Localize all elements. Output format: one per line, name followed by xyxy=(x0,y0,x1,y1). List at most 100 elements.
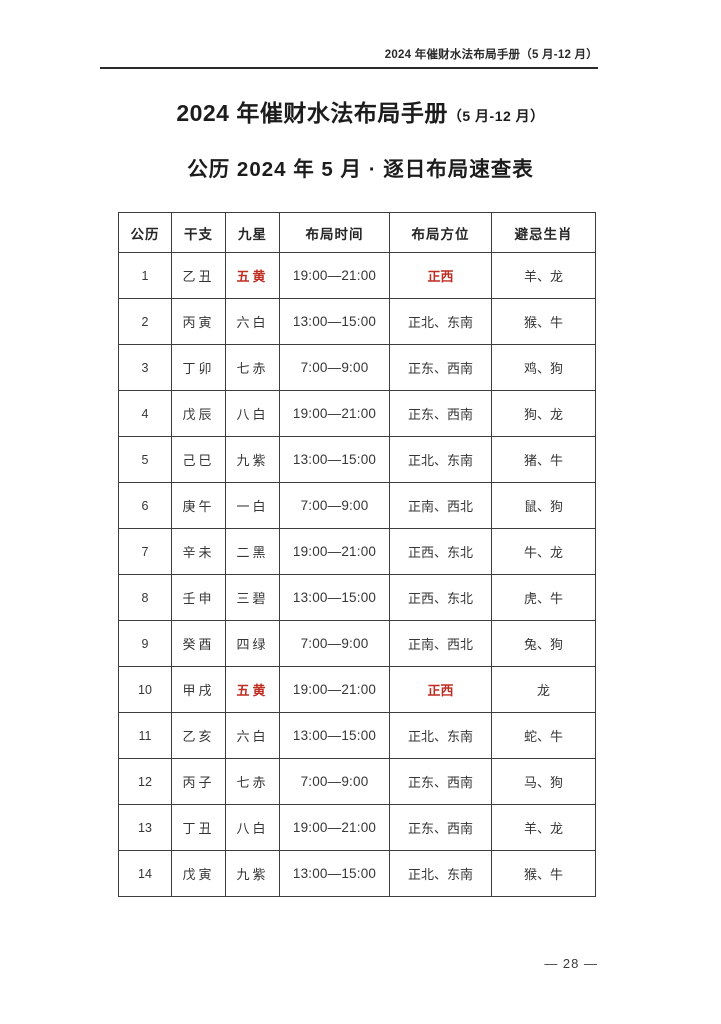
cell-date: 12 xyxy=(118,758,172,805)
cell-ganzhi: 乙丑 xyxy=(171,252,226,299)
cell-ganzhi: 庚午 xyxy=(171,482,226,529)
cell-ganzhi: 乙亥 xyxy=(171,712,226,759)
cell-zodiac: 鼠、狗 xyxy=(491,482,596,529)
cell-time: 7:00—9:00 xyxy=(279,344,390,391)
cell-ganzhi: 甲戌 xyxy=(171,666,226,713)
cell-direction: 正北、东南 xyxy=(389,436,492,483)
cell-zodiac: 鸡、狗 xyxy=(491,344,596,391)
cell-star: 八白 xyxy=(225,390,280,437)
cell-zodiac: 蛇、牛 xyxy=(491,712,596,759)
cell-time: 19:00—21:00 xyxy=(279,804,390,851)
cell-zodiac: 猴、牛 xyxy=(491,850,596,897)
daily-layout-table: 公历 干支 九星 布局时间 布局方位 避忌生肖 1 乙丑 五黄 19:00—21… xyxy=(118,212,596,897)
table-row: 1 乙丑 五黄 19:00—21:00 正西 羊、龙 xyxy=(118,252,596,299)
cell-star: 九紫 xyxy=(225,850,280,897)
cell-direction: 正北、东南 xyxy=(389,712,492,759)
cell-time: 13:00—15:00 xyxy=(279,712,390,759)
cell-direction: 正东、西南 xyxy=(389,344,492,391)
cell-star: 一白 xyxy=(225,482,280,529)
cell-date: 10 xyxy=(118,666,172,713)
cell-direction: 正西、东北 xyxy=(389,528,492,575)
page-title-main: 2024 年催财水法布局手册 xyxy=(176,100,448,126)
cell-ganzhi: 癸酉 xyxy=(171,620,226,667)
cell-time: 13:00—15:00 xyxy=(279,436,390,483)
table-header-row: 公历 干支 九星 布局时间 布局方位 避忌生肖 xyxy=(118,212,596,253)
cell-time: 7:00—9:00 xyxy=(279,758,390,805)
cell-star: 七赤 xyxy=(225,758,280,805)
page-subtitle: 公历 2024 年 5 月 · 逐日布局速查表 xyxy=(187,158,534,181)
cell-date: 13 xyxy=(118,804,172,851)
cell-date: 3 xyxy=(118,344,172,391)
page-number: — 28 — xyxy=(544,956,598,971)
cell-ganzhi: 丙寅 xyxy=(171,298,226,345)
cell-direction: 正东、西南 xyxy=(389,758,492,805)
cell-date: 9 xyxy=(118,620,172,667)
cell-zodiac: 龙 xyxy=(491,666,596,713)
cell-star: 四绿 xyxy=(225,620,280,667)
cell-star: 三碧 xyxy=(225,574,280,621)
cell-direction: 正北、东南 xyxy=(389,298,492,345)
table-row: 2 丙寅 六白 13:00—15:00 正北、东南 猴、牛 xyxy=(118,298,596,345)
cell-date: 4 xyxy=(118,390,172,437)
cell-ganzhi: 辛未 xyxy=(171,528,226,575)
page-title: 2024 年催财水法布局手册（5 月-12 月） xyxy=(0,98,721,131)
cell-date: 2 xyxy=(118,298,172,345)
table-row: 10 甲戌 五黄 19:00—21:00 正西 龙 xyxy=(118,666,596,713)
table-row: 11 乙亥 六白 13:00—15:00 正北、东南 蛇、牛 xyxy=(118,712,596,759)
header-direction: 布局方位 xyxy=(389,212,492,253)
cell-date: 1 xyxy=(118,252,172,299)
header-date: 公历 xyxy=(118,212,172,253)
cell-ganzhi: 丁卯 xyxy=(171,344,226,391)
cell-direction: 正南、西北 xyxy=(389,482,492,529)
cell-ganzhi: 己巳 xyxy=(171,436,226,483)
table-row: 5 己巳 九紫 13:00—15:00 正北、东南 猪、牛 xyxy=(118,436,596,483)
running-header: 2024 年催财水法布局手册（5 月-12 月） xyxy=(100,46,598,69)
header-ganzhi: 干支 xyxy=(171,212,226,253)
cell-time: 19:00—21:00 xyxy=(279,252,390,299)
cell-date: 8 xyxy=(118,574,172,621)
table-row: 3 丁卯 七赤 7:00—9:00 正东、西南 鸡、狗 xyxy=(118,344,596,391)
cell-direction: 正东、西南 xyxy=(389,804,492,851)
cell-direction: 正北、东南 xyxy=(389,850,492,897)
cell-zodiac: 兔、狗 xyxy=(491,620,596,667)
table-row: 14 戊寅 九紫 13:00—15:00 正北、东南 猴、牛 xyxy=(118,850,596,897)
cell-star: 五黄 xyxy=(225,666,280,713)
header-zodiac: 避忌生肖 xyxy=(491,212,596,253)
page-title-suffix: （5 月-12 月） xyxy=(447,108,545,124)
cell-zodiac: 羊、龙 xyxy=(491,804,596,851)
cell-date: 6 xyxy=(118,482,172,529)
cell-star: 九紫 xyxy=(225,436,280,483)
cell-time: 13:00—15:00 xyxy=(279,298,390,345)
header-time: 布局时间 xyxy=(279,212,390,253)
cell-ganzhi: 丁丑 xyxy=(171,804,226,851)
header-star: 九星 xyxy=(225,212,280,253)
cell-star: 二黑 xyxy=(225,528,280,575)
table-row: 12 丙子 七赤 7:00—9:00 正东、西南 马、狗 xyxy=(118,758,596,805)
cell-ganzhi: 戊寅 xyxy=(171,850,226,897)
cell-time: 13:00—15:00 xyxy=(279,574,390,621)
cell-star: 六白 xyxy=(225,298,280,345)
cell-zodiac: 狗、龙 xyxy=(491,390,596,437)
cell-zodiac: 猪、牛 xyxy=(491,436,596,483)
cell-date: 11 xyxy=(118,712,172,759)
cell-time: 19:00—21:00 xyxy=(279,528,390,575)
cell-star: 八白 xyxy=(225,804,280,851)
table-row: 13 丁丑 八白 19:00—21:00 正东、西南 羊、龙 xyxy=(118,804,596,851)
cell-time: 13:00—15:00 xyxy=(279,850,390,897)
cell-star: 六白 xyxy=(225,712,280,759)
table-row: 4 戊辰 八白 19:00—21:00 正东、西南 狗、龙 xyxy=(118,390,596,437)
running-header-text: 2024 年催财水法布局手册（5 月-12 月） xyxy=(384,49,598,61)
table-row: 8 壬申 三碧 13:00—15:00 正西、东北 虎、牛 xyxy=(118,574,596,621)
cell-direction: 正西 xyxy=(389,252,492,299)
cell-zodiac: 虎、牛 xyxy=(491,574,596,621)
cell-time: 7:00—9:00 xyxy=(279,482,390,529)
cell-ganzhi: 壬申 xyxy=(171,574,226,621)
cell-direction: 正东、西南 xyxy=(389,390,492,437)
cell-date: 5 xyxy=(118,436,172,483)
cell-time: 7:00—9:00 xyxy=(279,620,390,667)
cell-direction: 正西 xyxy=(389,666,492,713)
cell-ganzhi: 戊辰 xyxy=(171,390,226,437)
cell-zodiac: 羊、龙 xyxy=(491,252,596,299)
cell-date: 7 xyxy=(118,528,172,575)
cell-zodiac: 马、狗 xyxy=(491,758,596,805)
